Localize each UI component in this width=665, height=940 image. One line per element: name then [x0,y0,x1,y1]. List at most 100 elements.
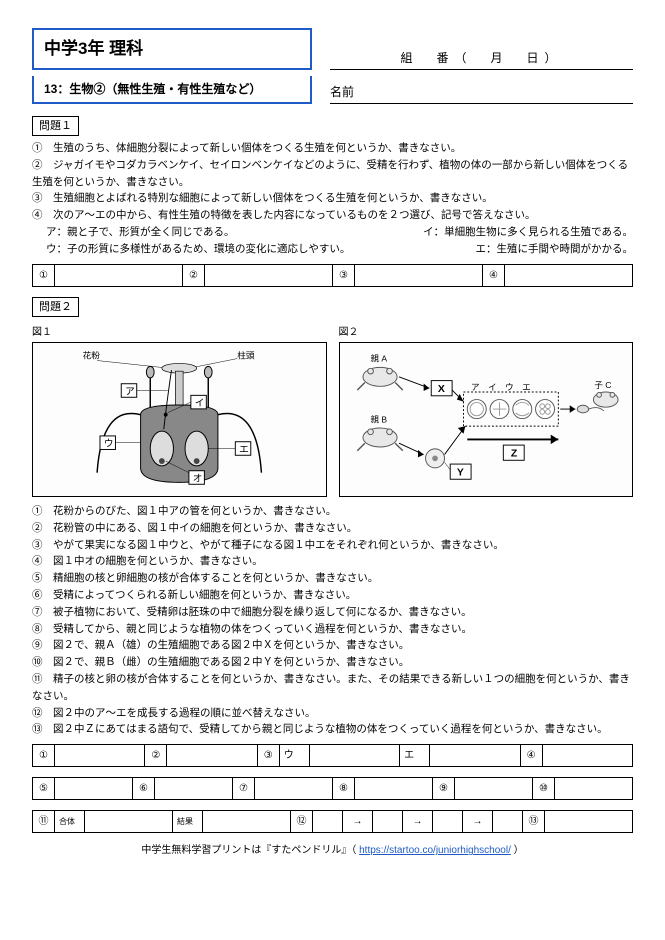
q1-1: ① 生殖のうち、体細胞分裂によって新しい個体をつくる生殖を何というか、書きなさい… [32,140,633,157]
ans-cell[interactable] [55,745,145,767]
ans-cell[interactable] [55,264,183,286]
ans-num: ① [33,745,55,767]
ans-cell[interactable] [313,811,343,833]
section-2-label: 問題２ [32,297,79,318]
arrow: → [403,811,433,833]
choice-u: ウ：子の形質に多様性があるため、環境の変化に適応しやすい。 [46,241,350,258]
q1-2: ② ジャガイモやコダカラベンケイ、セイロンベンケイなどのように、受精を行わず、植… [32,157,633,191]
ans-cell[interactable] [255,778,333,800]
q2-4: ④ 図１中オの細胞を何というか、書きなさい。 [32,553,633,570]
ans-sub: 合体 [55,811,85,833]
svg-text:花粉: 花粉 [83,350,101,361]
svg-text:ア イ ウ エ: ア イ ウ エ [471,382,531,392]
q2-3: ③ やがて果実になる図１中ウと、やがて種子になる図１中エをそれぞれ何というか、書… [32,537,633,554]
figure-1-flower: 花粉 柱頭 [32,342,327,497]
footer-link[interactable]: https://startoo.co/juniorhighschool/ [359,845,511,856]
section-2-answer-table-r1: ① ② ③ ウ エ ④ [32,744,633,767]
ans-cell[interactable] [167,745,257,767]
ans-num: ⑥ [133,778,155,800]
svg-text:Z: Z [510,449,517,460]
svg-text:子 C: 子 C [594,380,611,390]
svg-text:イ: イ [195,398,205,409]
q2-8: ⑧ 受精してから、親と同じような植物の体をつくっていく過程を何というか、書きなさ… [32,621,633,638]
choice-e: エ：生殖に手間や時間がかかる。 [476,241,634,258]
ans-cell[interactable] [493,811,523,833]
ans-num: ④ [520,745,542,767]
q2-9: ⑨ 図２で、親Ａ（雄）の生殖細胞である図２中Ｘを何というか、書きなさい。 [32,637,633,654]
ans-cell[interactable] [55,778,133,800]
svg-text:オ: オ [193,473,203,484]
q2-11: ⑪ 精子の核と卵の核が合体することを何というか、書きなさい。また、その結果できる… [32,671,633,705]
frog-diagram: 親 A X ア イ ウ エ [344,347,629,492]
q1-3: ③ 生殖細胞とよばれる特別な細胞によって新しい個体をつくる生殖を何というか、書き… [32,190,633,207]
q1-4: ④ 次のア～エの中から、有性生殖の特徴を表した内容になっているものを２つ選び、記… [32,207,633,224]
q2-13: ⑬ 図２中Ｚにあてはまる語句で、受精してから親と同じような植物の体をつくっていく… [32,721,633,738]
fig2-label: 図２ [339,325,634,340]
svg-text:X: X [437,384,444,395]
ans-cell[interactable] [205,264,333,286]
fig1-label: 図１ [32,325,327,340]
svg-text:親 B: 親 B [370,414,387,424]
ans-cell[interactable] [203,811,291,833]
figure-2-frog: 親 A X ア イ ウ エ [339,342,634,497]
ans-cell[interactable] [433,811,463,833]
ans-num: ⑪ [33,811,55,833]
svg-text:エ: エ [239,444,249,455]
ans-cell[interactable] [355,264,483,286]
ans-cell-num: ③ [333,264,355,286]
ans-num: ③ [257,745,279,767]
q2-7: ⑦ 被子植物において、受精卵は胚珠の中で細胞分裂を繰り返して何になるか、書きなさ… [32,604,633,621]
ans-cell[interactable] [373,811,403,833]
choice-a: ア：親と子で、形質が全く同じである。 [46,224,234,241]
ans-cell[interactable] [155,778,233,800]
worksheet-title: 中学3年 理科 [32,28,312,70]
flower-diagram: 花粉 柱頭 [37,347,322,492]
svg-text:柱頭: 柱頭 [237,350,255,361]
class-date-line[interactable]: 組 番（ 月 日） [330,49,633,70]
ans-cell[interactable] [505,264,633,286]
footer: 中学生無料学習プリントは『すたペンドリル』（ https://startoo.c… [32,843,633,858]
ans-num: ⑤ [33,778,55,800]
section-2-answer-table-r3: ⑪ 合体 結果 ⑫ → → → ⑬ [32,810,633,833]
ans-cell[interactable] [542,745,632,767]
ans-sub: ウ [279,745,309,767]
q2-2: ② 花粉管の中にある、図１中イの細胞を何というか、書きなさい。 [32,520,633,537]
svg-text:ウ: ウ [104,439,114,450]
q2-12: ⑫ 図２中のア～エを成長する過程の順に並べ替えなさい。 [32,705,633,722]
ans-num: ⑧ [333,778,355,800]
svg-text:ア: ア [125,386,135,397]
q2-5: ⑤ 精細胞の核と卵細胞の核が合体することを何というか、書きなさい。 [32,570,633,587]
ans-cell[interactable] [555,778,633,800]
q2-6: ⑥ 受精によってつくられる新しい細胞を何というか、書きなさい。 [32,587,633,604]
arrow: → [343,811,373,833]
q2-1: ① 花粉からのびた、図１中アの管を何というか、書きなさい。 [32,503,633,520]
ans-num: ⑨ [433,778,455,800]
ans-cell-num: ① [33,264,55,286]
section-2-answer-table-r2: ⑤ ⑥ ⑦ ⑧ ⑨ ⑩ [32,777,633,800]
section-2-questions: ① 花粉からのびた、図１中アの管を何というか、書きなさい。 ② 花粉管の中にある… [32,503,633,738]
footer-text: ） [514,845,524,856]
ans-cell[interactable] [545,811,633,833]
ans-cell[interactable] [309,745,399,767]
ans-num: ⑦ [233,778,255,800]
ans-num: ② [145,745,167,767]
ans-cell[interactable] [455,778,533,800]
name-field[interactable]: 名前 [330,83,633,104]
ans-cell-num: ④ [483,264,505,286]
ans-cell-num: ② [183,264,205,286]
section-1-questions: ① 生殖のうち、体細胞分裂によって新しい個体をつくる生殖を何というか、書きなさい… [32,140,633,258]
section-1-answer-table: ① ② ③ ④ [32,264,633,287]
ans-cell[interactable] [430,745,520,767]
q2-10: ⑩ 図２で、親Ｂ（雌）の生殖細胞である図２中Ｙを何というか、書きなさい。 [32,654,633,671]
section-1-label: 問題１ [32,116,79,137]
footer-text: 中学生無料学習プリントは『すたペンドリル』（ [141,845,359,856]
ans-sub: エ [400,745,430,767]
svg-text:Y: Y [456,468,463,479]
worksheet-subtitle: 13：生物②（無性生殖・有性生殖など） [32,76,312,104]
ans-cell[interactable] [85,811,173,833]
ans-num: ⑬ [523,811,545,833]
ans-num: ⑫ [291,811,313,833]
ans-sub: 結果 [173,811,203,833]
ans-cell[interactable] [355,778,433,800]
ans-num: ⑩ [533,778,555,800]
